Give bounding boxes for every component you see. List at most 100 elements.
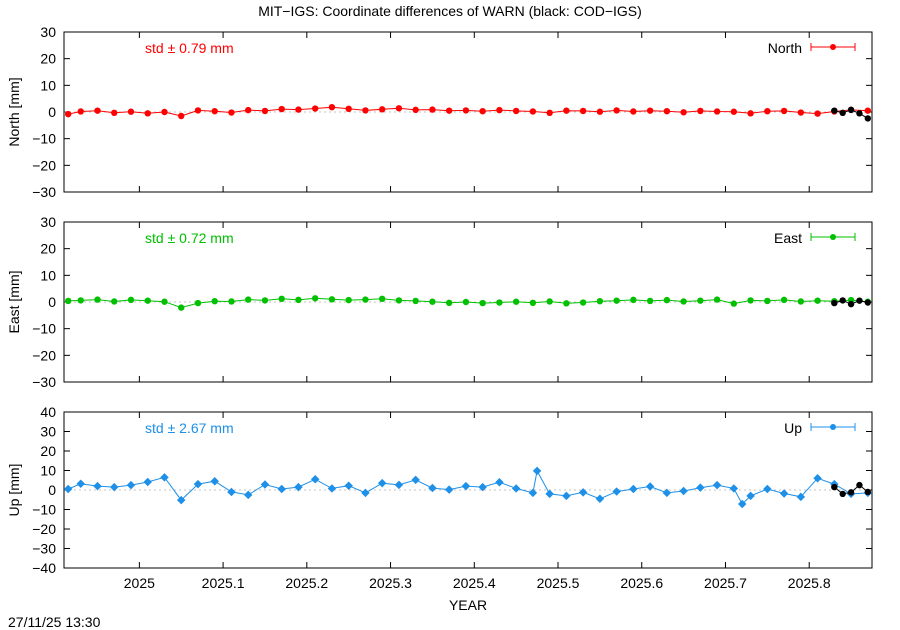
- data-point: [64, 110, 72, 118]
- data-point: [462, 298, 470, 306]
- data-point: [645, 482, 655, 491]
- legend: East: [774, 230, 856, 246]
- x-tick-label: 2025.6: [620, 575, 663, 591]
- data-point: [814, 297, 821, 304]
- data-point: [813, 474, 822, 483]
- data-point: [161, 298, 168, 305]
- data-point: [680, 298, 687, 305]
- data-point: [462, 107, 470, 114]
- x-tick-label: 2025: [124, 575, 155, 591]
- data-point: [261, 297, 269, 304]
- data-point: [747, 110, 754, 117]
- y-tick-label: −30: [32, 374, 56, 390]
- data-point: [579, 299, 587, 306]
- data-point: [612, 487, 621, 496]
- y-tick-label: −40: [32, 560, 56, 576]
- data-point: [613, 297, 620, 304]
- data-point: [178, 112, 185, 120]
- y-tick-label: −30: [32, 184, 56, 200]
- x-tick-label: 2025.4: [453, 575, 496, 591]
- legend-marker: [830, 424, 836, 430]
- data-point: [697, 107, 704, 115]
- chart-panels: 30 20 10 0 −10 −20 −30 North [mm] std ± 0.79 mm N…: [6, 24, 873, 613]
- data-point: [412, 297, 419, 305]
- data-point: [629, 484, 638, 494]
- y-tick-label: 20: [40, 51, 56, 67]
- chart-title: MIT−IGS: Coordinate differences of WARN …: [258, 3, 642, 19]
- x-tick-label: 2025.7: [704, 575, 747, 591]
- data-point: [630, 296, 637, 304]
- data-point: [856, 481, 863, 489]
- y-tick-label: 0: [48, 104, 56, 120]
- data-point: [763, 484, 772, 494]
- y-tick-label: 0: [48, 294, 56, 310]
- data-point: [831, 107, 838, 114]
- y-tick-label: 30: [40, 24, 56, 40]
- x-tick-label: 2025.8: [788, 575, 831, 591]
- panel-2: 40 30 20 10 0 −10 −20 −30 −40 2025 2025.1 2025.2 202…: [6, 404, 873, 613]
- data-point: [797, 109, 805, 116]
- legend-marker: [830, 234, 836, 240]
- data-point: [779, 489, 789, 498]
- data-point: [429, 106, 436, 113]
- data-point: [478, 482, 487, 492]
- data-point: [394, 480, 404, 490]
- data-point: [345, 296, 352, 304]
- data-point: [345, 105, 352, 113]
- data-point: [847, 489, 855, 496]
- data-point: [780, 296, 788, 304]
- data-point: [529, 299, 537, 306]
- y-tick-label: 0: [48, 482, 56, 498]
- panel-0: 30 20 10 0 −10 −20 −30 North [mm] std ± 0.79 mm N…: [6, 24, 873, 200]
- y-tick-label: −20: [32, 157, 56, 173]
- data-point: [227, 487, 236, 497]
- data-point: [94, 107, 101, 114]
- data-point: [764, 297, 771, 305]
- data-point: [77, 108, 84, 115]
- data-point: [563, 107, 570, 114]
- data-point: [395, 105, 403, 112]
- std-label: std ± 0.72 mm: [145, 230, 234, 246]
- data-point: [144, 110, 151, 117]
- data-point: [663, 296, 671, 304]
- data-point: [127, 108, 135, 115]
- data-point: [210, 476, 219, 486]
- data-point: [613, 107, 620, 114]
- data-point: [864, 107, 872, 114]
- y-axis-label: North [mm]: [6, 77, 22, 146]
- data-point: [77, 297, 84, 304]
- data-point: [362, 296, 369, 303]
- data-point: [461, 481, 471, 491]
- data-point: [512, 298, 520, 305]
- data-point: [63, 484, 73, 494]
- data-point: [111, 298, 118, 305]
- data-point: [228, 298, 235, 305]
- data-point: [532, 466, 542, 476]
- std-label: std ± 0.79 mm: [145, 40, 234, 56]
- x-tick-label: 2025.2: [285, 575, 328, 591]
- data-point: [93, 481, 102, 491]
- data-point: [395, 297, 403, 304]
- data-point: [428, 483, 437, 493]
- data-point: [479, 108, 486, 115]
- data-point: [361, 488, 370, 498]
- data-point: [160, 473, 169, 482]
- data-point: [295, 296, 302, 304]
- data-point: [730, 300, 738, 307]
- data-point: [512, 107, 520, 115]
- data-point: [864, 488, 872, 496]
- data-point: [663, 108, 671, 115]
- data-point: [444, 485, 454, 494]
- y-tick-label: 10: [40, 463, 56, 479]
- data-point: [295, 106, 302, 113]
- data-point: [662, 488, 672, 498]
- y-tick-label: −20: [32, 347, 56, 363]
- data-point: [211, 298, 218, 305]
- data-point: [546, 298, 553, 305]
- data-point: [646, 107, 654, 114]
- data-point: [143, 477, 152, 487]
- data-point: [261, 107, 269, 115]
- data-point: [496, 106, 503, 114]
- data-point: [76, 479, 85, 489]
